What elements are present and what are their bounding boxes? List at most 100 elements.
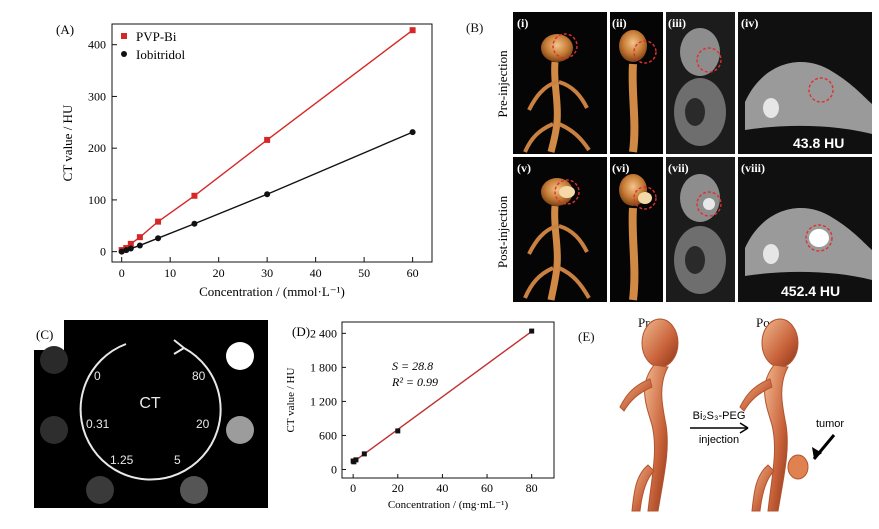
plot-frame	[111, 23, 433, 263]
skeleton-3d-post-side	[619, 174, 657, 301]
data-point	[127, 240, 134, 247]
x-axis-title: Concentration / (mg·mL⁻¹)	[388, 499, 509, 511]
y-tick-label: 2 400	[310, 326, 337, 340]
tube-80	[226, 342, 254, 370]
sub-label-iv: (iv)	[741, 16, 758, 30]
panel-d-label: (D)	[292, 324, 310, 339]
y-tick-label: 100	[88, 193, 106, 207]
panel-b-label: (B)	[466, 20, 484, 35]
hu-value-pre: 43.8 HU	[793, 135, 844, 151]
ct-image-grid: 43.8 HU	[513, 12, 872, 302]
ct-zoom-post: 452.4 HU	[738, 157, 872, 302]
panel-e: (E) Pre Post Bi₂S₃-PEG inj	[578, 315, 868, 515]
data-point	[409, 27, 416, 34]
sub-label-viii: (viii)	[741, 161, 765, 175]
skeleton-3d-pre-side	[619, 30, 657, 153]
data-point	[155, 235, 162, 242]
conc-1-25: 1.25	[110, 453, 134, 467]
panel-c-phantom: (C) CT 0 80 0.31 20 1.25 5	[34, 320, 268, 508]
tube-1-25	[86, 476, 114, 504]
data-point	[264, 136, 271, 143]
panel-b: (B)	[466, 12, 872, 302]
circular-arrow-icon	[79, 343, 222, 481]
y-tick-label: 0	[331, 462, 337, 476]
data-point	[409, 129, 416, 136]
x-tick-label: 10	[164, 266, 176, 280]
skeleton-pre	[619, 318, 679, 512]
data-point	[264, 191, 271, 198]
tube-0-31	[40, 416, 68, 444]
panel-d-chart: (D) 0 20 40 60 80 0 600 1 200 1 800 2 400 Concentr…	[285, 321, 555, 511]
row-label-pre: Pre-injection	[495, 50, 510, 118]
agent-label: Bi₂S₃-PEG	[693, 410, 746, 422]
y-tick-label: 0	[100, 245, 106, 259]
legend-marker	[121, 33, 127, 39]
data-point	[529, 328, 535, 334]
legend-entry: PVP-Bi	[136, 29, 177, 44]
sub-label-iii: (iii)	[668, 16, 686, 30]
ct-zoom-pre: 43.8 HU	[738, 12, 872, 154]
sub-label-vii: (vii)	[668, 161, 689, 175]
plot-frame	[341, 321, 555, 479]
x-tick-label: 60	[481, 481, 493, 495]
panel-a-chart: (A) 0 10 20 30 40 50 60 0 100 200 300 400 Concentrat…	[56, 22, 433, 299]
hu-value-post: 452.4 HU	[781, 283, 840, 299]
skeleton-3d-comparison: Bi₂S₃-PEG injection tumor	[619, 318, 844, 512]
skeleton-3d-post-full	[523, 178, 591, 301]
panel-a-label: (A)	[56, 22, 74, 37]
x-axis-title: Concentration / (mmol·L⁻¹)	[199, 284, 345, 299]
y-tick-label: 1 800	[310, 360, 337, 374]
data-point	[136, 242, 143, 249]
panel-c-label: (C)	[36, 327, 53, 342]
x-tick-label: 30	[261, 266, 273, 280]
tumor-label: tumor	[816, 418, 844, 430]
annotation-0: S = 28.8	[392, 359, 433, 373]
tube-0	[40, 346, 68, 374]
conc-0: 0	[94, 369, 101, 383]
data-point	[123, 247, 130, 254]
data-point	[191, 192, 198, 199]
x-tick-label: 20	[392, 481, 404, 495]
legend-marker	[121, 51, 127, 57]
data-point	[353, 457, 359, 463]
conc-80: 80	[192, 369, 206, 383]
legend-entry: Iobitridol	[136, 47, 185, 62]
injection-label: injection	[699, 434, 739, 446]
y-tick-label: 300	[88, 89, 106, 103]
x-tick-label: 0	[350, 481, 356, 495]
x-tick-label: 60	[407, 266, 419, 280]
annotation-1: R² = 0.99	[391, 375, 438, 389]
data-point	[118, 248, 125, 255]
tube-5	[180, 476, 208, 504]
fit-line	[352, 330, 533, 463]
sub-label-ii: (ii)	[612, 16, 627, 30]
y-tick-label: 200	[88, 141, 106, 155]
panel-e-label: (E)	[578, 329, 595, 344]
x-tick-label: 40	[436, 481, 448, 495]
center-text: CT	[139, 395, 161, 412]
y-axis-title: CT value / HU	[285, 368, 297, 433]
conc-20: 20	[196, 417, 210, 431]
data-point	[361, 451, 367, 457]
sub-label-vi: (vi)	[612, 161, 629, 175]
ct-slice-pre	[666, 12, 735, 154]
y-tick-label: 600	[319, 428, 337, 442]
data-point	[191, 220, 198, 227]
data-point	[155, 218, 162, 225]
y-tick-label: 1 200	[310, 394, 337, 408]
ct-slice-post	[666, 157, 735, 302]
x-tick-label: 0	[119, 266, 125, 280]
x-tick-label: 20	[213, 266, 225, 280]
x-tick-label: 80	[526, 481, 538, 495]
data-point	[395, 428, 401, 434]
y-axis-title: CT value / HU	[60, 104, 75, 181]
data-point	[136, 234, 143, 241]
tube-20	[226, 416, 254, 444]
x-tick-label: 40	[310, 266, 322, 280]
conc-5: 5	[174, 453, 181, 467]
y-tick-label: 400	[88, 38, 106, 52]
sub-label-i: (i)	[517, 16, 528, 30]
row-label-post: Post-injection	[495, 195, 510, 268]
data-point	[127, 245, 134, 252]
skeleton-3d-pre-full	[523, 33, 591, 153]
